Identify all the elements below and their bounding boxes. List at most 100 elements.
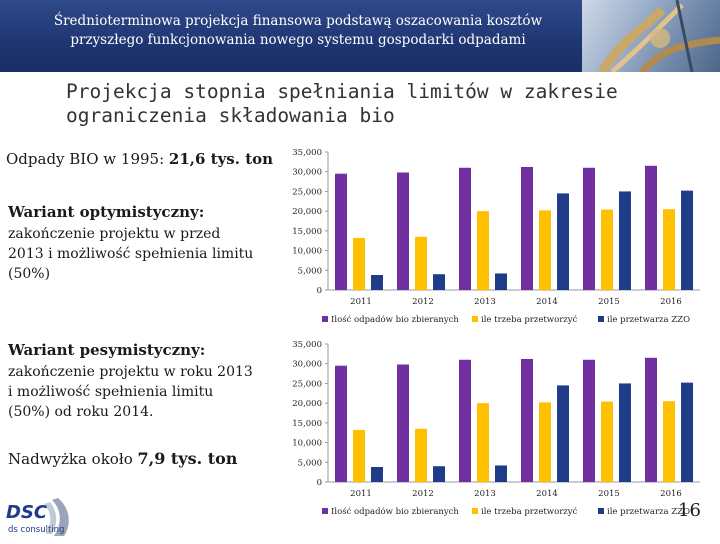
chart1-x-tick-label: 2015 [598,297,620,307]
chart2-y-tick-label: 30,000 [292,360,322,370]
slide-title-line1: Projekcja stopnia spełniania limitów w z… [66,80,618,103]
pessimistic-text: zakończenie projektu w roku 2013 i możli… [8,364,253,420]
chart-optimistic: 0 5,000 10,000 15,000 20,000 25,000 30,000 35,0… [292,148,700,325]
chart1-bar-series3 [433,274,445,290]
chart2-bar-series1 [583,359,595,482]
page-number: 16 [678,500,701,521]
chart2-bar-series1 [645,357,657,482]
chart2-y-tick-label: 25,000 [292,379,322,389]
rope-knot-illustration [598,0,720,72]
chart2-legend-label: ile przetwarza ZZO [607,507,690,517]
chart1-bar-series2 [353,237,365,290]
chart2-y-tick-label: 5,000 [298,458,322,468]
optimistic-text: zakończenie projektu w przed 2013 i możl… [8,226,254,282]
chart2-bar-series1 [459,359,471,482]
chart1-y-tick-label: 20,000 [292,207,322,217]
chart2-legend-swatch-series3 [598,508,604,514]
chart2-legend-swatch-series2 [472,508,478,514]
dsc-logo-graphic: DSC ds consulting [6,498,69,536]
chart1-bar-series2 [477,211,489,290]
header-banner: Średnioterminowa projekcja finansowa pod… [0,0,720,72]
chart1-legend-swatch-series2 [472,316,478,322]
chart1-legend-label: ile trzeba przetworzyć [481,314,578,325]
surplus-note: Nadwyżka około 7,9 tys. ton [8,449,237,468]
chart2-bar-series3 [681,382,693,482]
chart2-y-tick-label: 10,000 [292,439,322,449]
chart2-y-tick-label: 20,000 [292,399,322,409]
chart1-bar-series1 [645,165,657,290]
chart2-bar-series3 [433,466,445,482]
chart1-legend-label: Ilość odpadów bio zbieranych [331,314,459,325]
chart1-legend-swatch-series3 [598,316,604,322]
chart2-y-tick-label: 15,000 [292,419,322,429]
dsc-consulting-logo: DSC ds consulting [0,494,78,540]
optimistic-heading: Wariant optymistyczny: [8,203,205,221]
chart1-y-tick-label: 30,000 [292,168,322,178]
chart1-y-tick-label: 5,000 [298,266,322,276]
chart2-x-tick-label: 2011 [350,489,372,499]
chart2-y-tick-label: 35,000 [292,340,322,350]
chart1-legend-swatch-series1 [322,316,328,322]
chart2-x-tick-label: 2012 [412,489,434,499]
chart1-bar-series1 [459,167,471,290]
chart2-x-tick-label: 2015 [598,489,620,499]
chart1-bar-series1 [335,173,347,290]
chart1-bar-series3 [557,193,569,290]
chart1-bar-series3 [495,273,507,290]
chart1-bar-series3 [619,191,631,290]
chart1-legend-label: ile przetwarza ZZO [607,315,690,325]
bio-1995-value: 21,6 tys. ton [168,150,274,168]
logo-brand-text: DSC [6,502,48,523]
logo-sub-text: ds consulting [8,525,64,535]
chart2-bar-series3 [619,383,631,482]
chart1-bar-series1 [583,167,595,290]
chart2-x-tick-label: 2013 [474,489,496,499]
chart2-legend-label: ile trzeba przetworzyć [481,506,578,517]
chart1-bar-series2 [415,236,427,290]
chart1-bar-series1 [521,166,533,290]
chart2-bar-series2 [477,403,489,482]
chart1-x-tick-label: 2013 [474,297,496,307]
chart2-bar-series2 [663,401,675,482]
chart1-y-tick-label: 10,000 [292,247,322,257]
chart1-bar-series1 [397,172,409,290]
header-title-line2: przyszłego funkcjonowania nowego systemu… [70,32,526,48]
header-photo-rope-image [582,0,720,72]
chart2-bar-series1 [521,358,533,482]
chart2-y-tick-label: 0 [317,478,322,488]
chart2-x-tick-label: 2014 [536,489,558,499]
chart2-bar-series2 [539,402,551,482]
chart1-x-tick-label: 2014 [536,297,558,307]
chart1-y-tick-label: 35,000 [292,148,322,158]
chart2-bar-series2 [353,429,365,482]
chart1-y-tick-label: 15,000 [292,227,322,237]
chart1-bar-series2 [601,209,613,290]
chart1-x-tick-label: 2011 [350,297,372,307]
chart2-bar-series3 [557,385,569,482]
chart2-bar-series3 [371,467,383,482]
chart1-bar-series2 [539,210,551,290]
chart1-bar-series3 [681,190,693,290]
chart2-bar-series1 [397,364,409,482]
chart2-bar-series1 [335,365,347,482]
chart2-legend-swatch-series1 [322,508,328,514]
chart2-x-tick-label: 2016 [660,489,682,499]
chart1-y-tick-label: 0 [317,286,322,296]
header-title-line1: Średnioterminowa projekcja finansowa pod… [53,13,543,29]
chart2-legend-label: Ilość odpadów bio zbieranych [331,506,459,517]
chart1-y-tick-label: 25,000 [292,187,322,197]
bio-1995-label: Odpady BIO w 1995: [6,150,169,168]
header-title: Średnioterminowa projekcja finansowa pod… [18,12,578,50]
chart1-x-tick-label: 2016 [660,297,682,307]
chart1-x-tick-label: 2012 [412,297,434,307]
chart1-bar-series2 [663,209,675,290]
pessimistic-heading: Wariant pesymistyczny: [8,341,206,359]
surplus-label: Nadwyżka około [8,450,138,468]
bio-1995-note: Odpady BIO w 1995: 21,6 tys. ton [6,150,273,168]
chart2-bar-series2 [601,401,613,482]
slide-title: Projekcja stopnia spełniania limitów w z… [66,80,626,128]
chart2-bar-series3 [495,465,507,482]
slide-title-line2: ograniczenia składowania bio [66,104,395,127]
chart1-bar-series3 [371,275,383,290]
chart-pessimistic: 0 5,000 10,000 15,000 20,000 25,000 30,000 35,0… [292,340,700,517]
